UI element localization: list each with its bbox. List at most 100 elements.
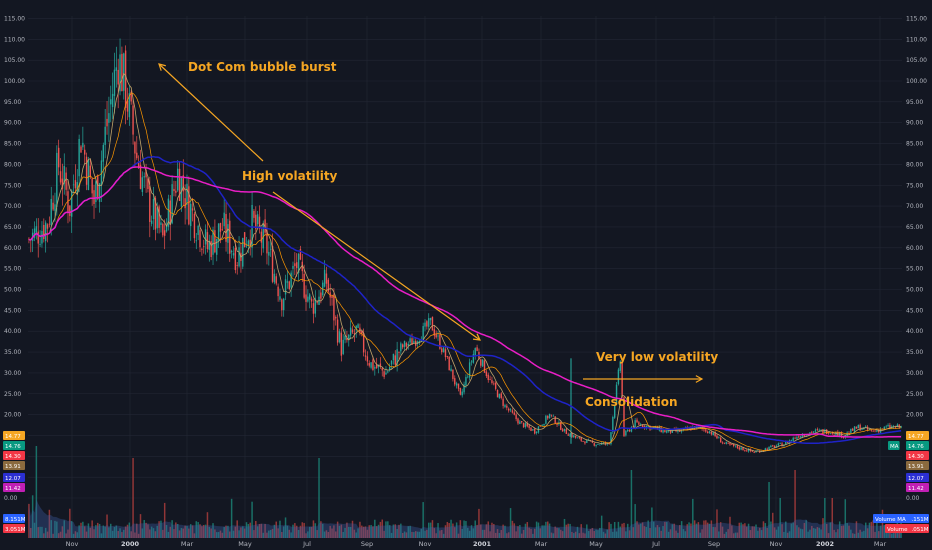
volume-bar (223, 527, 225, 538)
volume-bar (310, 526, 313, 538)
volume-bar (273, 524, 276, 538)
candle-body (725, 442, 727, 444)
volume-bar (692, 498, 694, 538)
volume-bar (372, 526, 374, 538)
candle-body (861, 428, 863, 431)
candle-body (385, 372, 387, 375)
candle-body (108, 113, 110, 123)
volume-bar (517, 526, 519, 538)
volume-bar (680, 521, 683, 538)
candle-body (852, 428, 854, 431)
volume-bar (426, 529, 428, 538)
candle-body (827, 433, 830, 435)
candle-body (483, 360, 486, 373)
x-axis[interactable]: Nov 2000 Mar May Jul Sep Nov 2001 Mar May Jul Sep No… (66, 540, 887, 548)
price-badge-right (906, 514, 929, 523)
volume-bar (149, 529, 151, 538)
volume-bar (327, 531, 330, 538)
candle-body (422, 326, 424, 342)
candle-body (740, 447, 742, 450)
candle-body (833, 434, 835, 436)
volume-bar (545, 521, 547, 538)
candle-body (80, 146, 82, 153)
volume-bar (798, 527, 800, 538)
volume-bar (320, 521, 322, 538)
candle-body (638, 422, 640, 425)
candle-body (563, 428, 566, 431)
candle-body (123, 53, 125, 91)
candle-body (221, 229, 224, 231)
candle-body (230, 250, 233, 253)
volume-bar (54, 520, 56, 538)
candle-body (111, 93, 114, 108)
volume-bar (349, 527, 352, 538)
candle-body (37, 231, 39, 244)
candle-body (444, 349, 447, 358)
candle-body (580, 437, 582, 441)
candle-body (303, 273, 305, 298)
volume-bar (154, 531, 157, 538)
volume-bar (467, 527, 469, 538)
volume-bar (247, 524, 250, 538)
candle-body (162, 223, 164, 236)
candle-body (818, 429, 820, 431)
candle-body (519, 421, 521, 425)
candle-body (584, 441, 586, 444)
candle-body (268, 251, 270, 256)
candle-body (448, 356, 450, 371)
volume-bar (606, 529, 609, 538)
candle-body (242, 237, 244, 267)
volume-bar (91, 520, 93, 538)
candle-body (323, 269, 326, 287)
y-tick-label-right: 65.00 (906, 224, 923, 231)
candle-body (878, 429, 880, 433)
volume-bar (844, 499, 847, 538)
candle-body (666, 430, 668, 433)
y-tick-label-right: 45.00 (906, 307, 923, 314)
candle-body (292, 265, 294, 269)
y-tick-label-left: 80.00 (4, 161, 21, 168)
volume-bar (463, 520, 465, 538)
volume-bar (238, 530, 240, 538)
candle-body (820, 429, 822, 431)
volume-bar (204, 524, 207, 538)
volume-bar (87, 523, 90, 538)
candle-body (500, 393, 502, 398)
volume-bar (526, 522, 529, 538)
volume-bar (857, 532, 860, 538)
volume-bar (861, 531, 863, 538)
volume-bar (351, 520, 354, 538)
volume-bar (452, 523, 454, 538)
volume-bar (740, 522, 742, 538)
volume-bar (163, 502, 166, 538)
volume-bar (394, 524, 397, 538)
volume-bar (706, 522, 709, 538)
candle-body (636, 419, 638, 423)
x-tick-label: Sep (708, 540, 720, 548)
candle-body (733, 443, 735, 446)
volume-bar (123, 529, 125, 538)
volume-bar (201, 526, 203, 538)
volume-bar (441, 529, 443, 538)
candle-body (277, 286, 279, 297)
candle-body (796, 437, 798, 439)
volume-bar (695, 523, 698, 538)
volume-bar (649, 527, 651, 538)
volume-bar (591, 527, 594, 538)
y-tick-label-left: 100.00 (4, 78, 25, 85)
volume-bar (710, 520, 713, 538)
candle-body (502, 398, 504, 406)
ma-medium-line (28, 92, 902, 451)
candle-body (338, 331, 341, 343)
price-badge-left-text: 14.76 (5, 444, 21, 450)
volume-bar (480, 524, 482, 538)
volume-bar (827, 533, 830, 538)
volume-bar (344, 527, 346, 538)
volume-bar (613, 521, 616, 538)
volume-bar (855, 521, 858, 538)
candle-body (816, 429, 819, 430)
candle-body (214, 230, 216, 253)
candle-body (191, 208, 194, 211)
volume-bar (342, 531, 344, 538)
